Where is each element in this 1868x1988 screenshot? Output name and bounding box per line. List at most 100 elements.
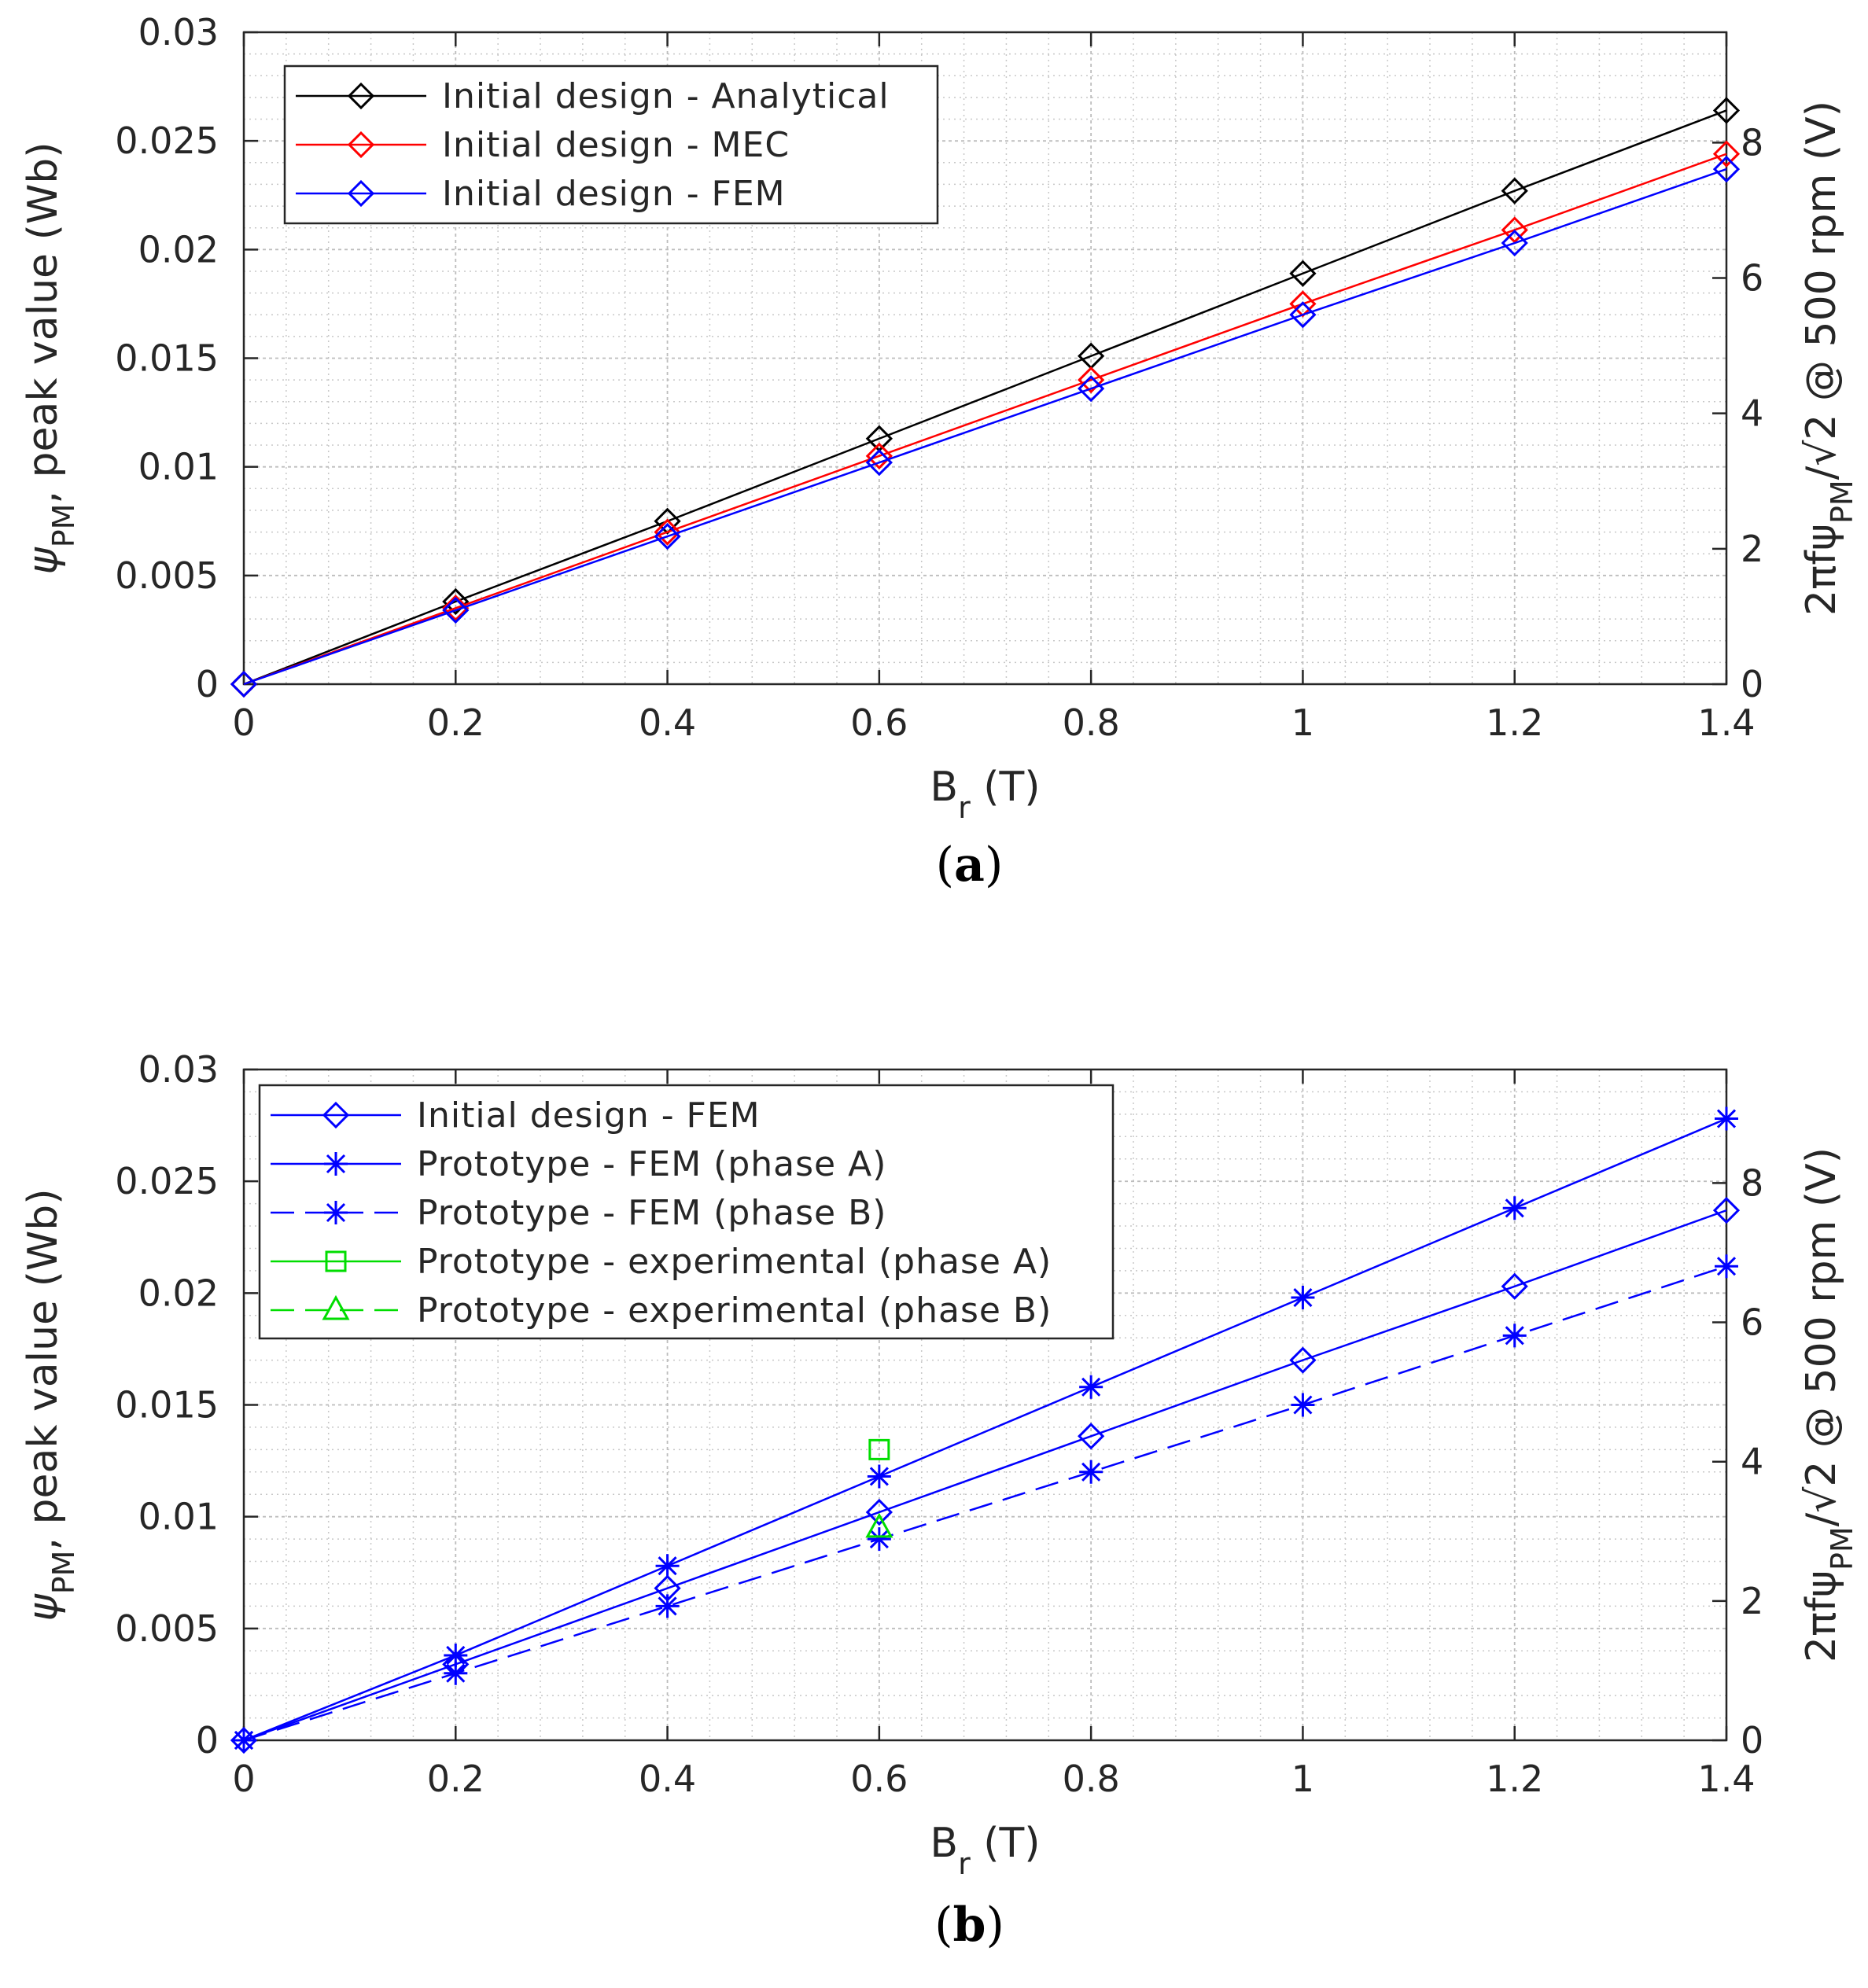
x-tick-label: 1.4 bbox=[1697, 701, 1755, 744]
legend-marker bbox=[322, 1101, 350, 1129]
data-point bbox=[442, 596, 470, 624]
legend-marker bbox=[347, 131, 375, 159]
data-point bbox=[655, 1554, 680, 1578]
y-right-tick-label: 8 bbox=[1741, 1162, 1763, 1204]
y-right-tick-label: 2 bbox=[1741, 528, 1763, 570]
legend-label: Initial design - FEM bbox=[442, 174, 786, 214]
x-axis-label: Br (T) bbox=[930, 1820, 1040, 1881]
series-line bbox=[243, 168, 1727, 686]
data-point bbox=[1079, 1375, 1103, 1399]
data-point bbox=[444, 1643, 468, 1667]
chart-b: 0 0.2 0.4 0.6 0.8 1 1.2 1.400.0050.010.0150.020… bbox=[20, 1048, 1859, 1953]
y-tick-label: 0.025 bbox=[115, 120, 219, 162]
data-point bbox=[232, 1728, 256, 1752]
data-point bbox=[1289, 301, 1317, 329]
series-line bbox=[243, 109, 1727, 686]
data-point bbox=[865, 442, 893, 469]
x-tick-label: 1.2 bbox=[1486, 701, 1543, 744]
legend-marker bbox=[347, 82, 375, 110]
legend-box bbox=[258, 1084, 1115, 1340]
legend: Initial design - Analytical Initial desig… bbox=[283, 64, 939, 225]
y-tick-label: 0.01 bbox=[138, 446, 219, 488]
data-point bbox=[1712, 1197, 1741, 1224]
x-tick-label: 0.6 bbox=[850, 1758, 908, 1800]
data-point bbox=[442, 595, 470, 622]
data-point bbox=[444, 1661, 468, 1685]
series-line bbox=[243, 1209, 1727, 1742]
legend: Initial design - FEM Prototype - FEM (pha… bbox=[258, 1084, 1115, 1340]
y-tick-label: 0.03 bbox=[138, 1048, 219, 1091]
x-tick-label: 0.6 bbox=[850, 701, 908, 744]
legend-label: Prototype - experimental (phase A) bbox=[417, 1242, 1052, 1282]
y-right-tick-label: 6 bbox=[1741, 256, 1763, 299]
data-point bbox=[1712, 155, 1741, 183]
y-axis-label-right: 2πfψPM/√2 @ 500 rpm (V) bbox=[1798, 101, 1859, 616]
x-tick-label: 1.4 bbox=[1697, 1758, 1755, 1800]
legend-label: Prototype - FEM (phase A) bbox=[417, 1144, 886, 1184]
data-point bbox=[1715, 1106, 1738, 1131]
y-right-tick-label: 6 bbox=[1741, 1301, 1763, 1344]
data-point bbox=[1291, 1393, 1315, 1417]
data-point bbox=[1501, 1272, 1528, 1300]
x-tick-label: 0.8 bbox=[1063, 1758, 1120, 1800]
y-axis-label-left: ψPM, peak value (Wb) bbox=[20, 1188, 81, 1621]
y-tick-label: 0.005 bbox=[115, 1607, 219, 1650]
y-right-tick-label: 4 bbox=[1741, 1441, 1763, 1483]
y-tick-label: 0.025 bbox=[115, 1160, 219, 1202]
data-point bbox=[1501, 229, 1528, 257]
data-point bbox=[655, 1594, 680, 1618]
data-point bbox=[1289, 260, 1317, 287]
series-line bbox=[243, 1265, 1727, 1742]
data-point bbox=[1712, 140, 1741, 168]
y-tick-label: 0.01 bbox=[138, 1496, 219, 1538]
y-tick-label: 0 bbox=[196, 1719, 219, 1762]
legend-marker bbox=[325, 1250, 347, 1272]
data-point bbox=[442, 587, 470, 616]
data-point bbox=[1078, 375, 1105, 403]
x-tick-label: 0 bbox=[232, 1758, 255, 1800]
x-tick-label: 1.2 bbox=[1486, 1758, 1543, 1800]
data-point bbox=[867, 1464, 891, 1489]
data-point bbox=[865, 1498, 893, 1526]
y-right-tick-label: 2 bbox=[1741, 1580, 1763, 1622]
x-tick-label: 0 bbox=[232, 701, 255, 744]
y-tick-label: 0.03 bbox=[138, 11, 219, 53]
x-tick-label: 0.8 bbox=[1063, 701, 1120, 744]
y-tick-label: 0.02 bbox=[138, 228, 219, 271]
data-point bbox=[1501, 216, 1528, 244]
legend-marker bbox=[347, 179, 375, 208]
y-axis-label-right: 2πfψPM/√2 @ 500 rpm (V) bbox=[1798, 1147, 1859, 1662]
data-point bbox=[1289, 1346, 1317, 1374]
legend-label: Initial design - Analytical bbox=[442, 76, 890, 116]
x-tick-label: 0.2 bbox=[427, 1758, 485, 1800]
x-tick-label: 1 bbox=[1291, 701, 1314, 744]
series-3 bbox=[232, 1254, 1738, 1752]
x-axis-label: Br (T) bbox=[930, 764, 1040, 825]
data-point bbox=[654, 522, 681, 550]
chart-a: 0 0.2 0.4 0.6 0.8 1 1.2 1.400.0050.010.0150.020… bbox=[20, 11, 1859, 893]
series-3 bbox=[230, 155, 1741, 698]
legend-marker bbox=[322, 1294, 350, 1320]
y-right-tick-label: 8 bbox=[1741, 121, 1763, 164]
data-point bbox=[1502, 1196, 1527, 1220]
x-tick-label: 0.4 bbox=[639, 701, 696, 744]
legend-label: Initial design - FEM bbox=[417, 1095, 761, 1136]
data-point bbox=[1079, 1460, 1103, 1484]
legend-label: Prototype - experimental (phase B) bbox=[417, 1290, 1052, 1331]
legend-marker bbox=[324, 1201, 348, 1224]
y-right-tick-label: 0 bbox=[1741, 1719, 1763, 1762]
subfigure-caption: (a) bbox=[936, 838, 1004, 893]
x-tick-label: 0.4 bbox=[639, 1758, 696, 1800]
y-right-tick-label: 4 bbox=[1741, 392, 1763, 435]
y-axis-label-left: ψPM, peak value (Wb) bbox=[20, 142, 81, 574]
data-point bbox=[654, 518, 681, 546]
data-point bbox=[1712, 97, 1741, 124]
series-line bbox=[243, 153, 1727, 686]
series-line bbox=[243, 1117, 1727, 1742]
x-tick-label: 0.2 bbox=[427, 701, 485, 744]
series-1 bbox=[230, 1197, 1741, 1754]
data-point bbox=[865, 449, 893, 477]
legend-label: Initial design - MEC bbox=[442, 125, 790, 165]
legend-label: Prototype - FEM (phase B) bbox=[417, 1193, 886, 1233]
